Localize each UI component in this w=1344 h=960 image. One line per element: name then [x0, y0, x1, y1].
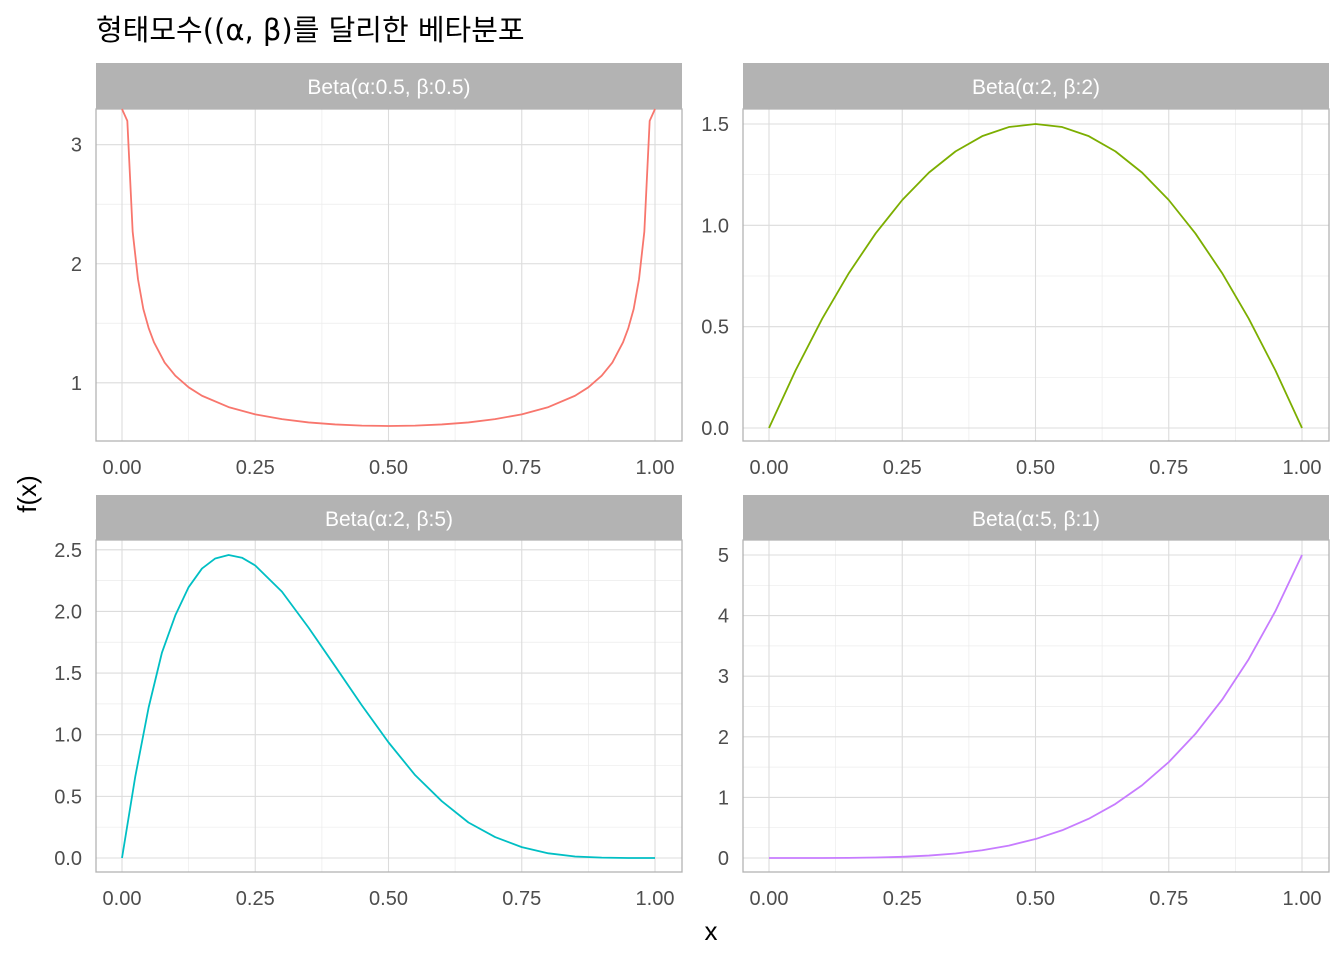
y-tick-label: 0.5: [54, 786, 82, 808]
y-tick-label: 2: [71, 254, 82, 276]
y-tick-label: 1.5: [701, 114, 729, 136]
x-tick-label: 0.75: [502, 457, 541, 479]
panel-border: [742, 539, 1330, 873]
x-tick-label: 0.50: [369, 457, 408, 479]
y-tick-label: 3: [71, 135, 82, 157]
facet-strip-label: Beta(α:0.5, β:0.5): [307, 76, 470, 99]
panel-1: Beta(α:0.5, β:0.5) 0.00 0.25 0.50 0.75 1.00 1 2…: [71, 63, 683, 479]
y-tick-label: 1.0: [54, 725, 82, 747]
panel-border: [95, 108, 683, 442]
x-axis-title: x: [705, 916, 718, 946]
facet-strip-label: Beta(α:2, β:2): [972, 76, 1100, 99]
x-tick-label: 0.75: [1149, 457, 1188, 479]
y-tick-label: 1.0: [701, 215, 729, 237]
x-tick-label: 1.00: [1283, 888, 1322, 910]
y-tick-label: 0.5: [701, 317, 729, 339]
facet-strip: [743, 63, 1329, 109]
density-curve: [769, 554, 1303, 859]
density-curve: [768, 123, 1303, 429]
y-tick-label: 3: [718, 666, 729, 688]
y-tick-label: 2.0: [54, 601, 82, 623]
x-tick-label: 0.25: [236, 457, 275, 479]
facet-strip-label: Beta(α:2, β:5): [325, 508, 453, 531]
y-tick-label: 1.5: [54, 663, 82, 685]
x-tick-label: 0.75: [1149, 888, 1188, 910]
y-tick-label: 2.5: [54, 540, 82, 562]
x-tick-label: 0.00: [103, 457, 142, 479]
panel-2: Beta(α:2, β:2) 0.00 0.25 0.50 0.75 1.00 0.0 0.5…: [701, 63, 1330, 479]
x-tick-label: 0.00: [750, 888, 789, 910]
panel-border: [742, 108, 1330, 442]
facet-panels: Beta(α:0.5, β:0.5)0.00 0.25 0.50 0.75 1.0012…: [54, 63, 1330, 910]
y-axis-title: f(x): [12, 475, 42, 513]
y-tick-label: 1: [71, 373, 82, 395]
panel-3: Beta(α:2, β:5) 0.00 0.25 0.50 0.75 1.00 0.0 0.5…: [54, 495, 683, 910]
facet-strip: [743, 495, 1329, 540]
y-tick-label: 5: [718, 545, 729, 567]
facet-strip: [96, 63, 682, 109]
density-curve: [121, 108, 656, 427]
facet-strip-label: Beta(α:5, β:1): [972, 508, 1100, 531]
y-tick-label: 0: [718, 848, 729, 870]
chart-title: 형태모수((α, β)를 달리한 베타분포: [96, 13, 525, 47]
x-tick-label: 0.50: [369, 888, 408, 910]
x-tick-label: 1.00: [636, 888, 675, 910]
x-tick-label: 1.00: [1283, 457, 1322, 479]
y-tick-label: 0.0: [54, 848, 82, 870]
x-tick-label: 1.00: [636, 457, 675, 479]
density-curve: [121, 554, 655, 859]
x-tick-label: 0.75: [502, 888, 541, 910]
y-tick-label: 1: [718, 787, 729, 809]
panel-4: Beta(α:5, β:1) 0.00 0.25 0.50 0.75 1.00 0 1 2 3 4 5: [718, 495, 1330, 910]
x-tick-label: 0.00: [103, 888, 142, 910]
y-tick-label: 2: [718, 727, 729, 749]
y-tick-label: 0.0: [701, 418, 729, 440]
panel-border: [95, 539, 683, 873]
x-tick-label: 0.25: [883, 888, 922, 910]
x-tick-label: 0.00: [750, 457, 789, 479]
x-tick-label: 0.50: [1016, 457, 1055, 479]
x-tick-label: 0.50: [1016, 888, 1055, 910]
y-tick-label: 4: [718, 606, 729, 628]
facet-strip: [96, 495, 682, 540]
x-tick-label: 0.25: [236, 888, 275, 910]
x-tick-label: 0.25: [883, 457, 922, 479]
